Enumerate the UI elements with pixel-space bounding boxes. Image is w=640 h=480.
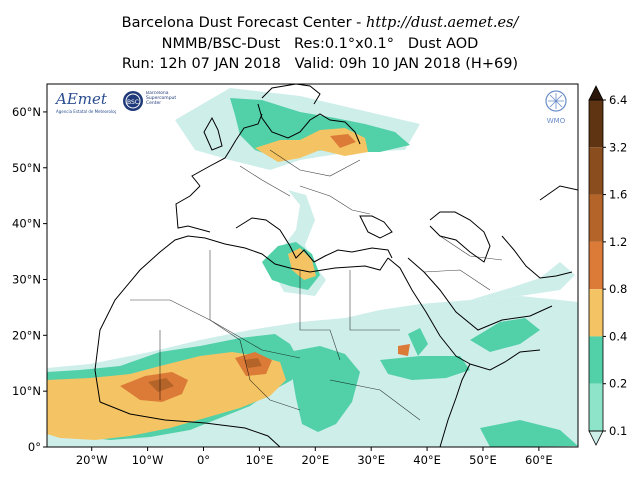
lat-tick-label: 50°N bbox=[12, 161, 41, 175]
lat-tick-label: 30°N bbox=[12, 272, 41, 286]
url-link[interactable]: http://dust.aemet.es/ bbox=[366, 15, 519, 31]
lon-tick-label: 20°W bbox=[76, 453, 108, 467]
title-line-3: Run: 12h 07 JAN 2018 Valid: 09h 10 JAN 2… bbox=[121, 56, 519, 72]
dust-field-very-high bbox=[148, 358, 262, 392]
title-line-2: NMMB/BSC-Dust Res:0.1°x0.1° Dust AOD bbox=[161, 36, 479, 52]
lat-tick-label: 0° bbox=[28, 440, 41, 454]
lon-tick-label: 30°E bbox=[357, 453, 385, 467]
lat-tick-label: 10°N bbox=[12, 384, 41, 398]
colorbar-label: 0.8 bbox=[609, 282, 627, 296]
colorbar-frame bbox=[588, 99, 604, 432]
lon-tick-label: 50°E bbox=[469, 453, 497, 467]
aemet-logo-subtitle: Agencia Estatal de Meteorología bbox=[56, 109, 121, 114]
lon-tick-label: 60°E bbox=[525, 453, 553, 467]
colorbar-segment bbox=[589, 241, 603, 290]
bsc-logo-mark: BSC bbox=[127, 99, 139, 106]
colorbar-segment bbox=[589, 147, 603, 195]
center-name: Barcelona Dust Forecast Center - bbox=[121, 15, 367, 31]
bsc-logo: BSC Barcelona Supercomputing Center bbox=[116, 88, 176, 114]
colorbar-label: 0.4 bbox=[609, 329, 627, 343]
longitude-axis: 20°W 10°W 0° 10°E 20°E 30°E 40°E 50°E 60°E bbox=[76, 447, 553, 467]
lat-tick-label: 20°N bbox=[12, 328, 41, 342]
colorbar-segment bbox=[589, 289, 603, 337]
colorbar-segment bbox=[589, 336, 603, 384]
lat-tick-label: 60°N bbox=[12, 105, 41, 119]
bsc-logo-text: Barcelona Supercomputing Center bbox=[146, 91, 176, 106]
colorbar-segment bbox=[589, 194, 603, 242]
colorbar-extend-min bbox=[588, 430, 604, 446]
colorbar-label: 3.2 bbox=[609, 140, 627, 154]
title-line-1: Barcelona Dust Forecast Center - http://… bbox=[0, 14, 640, 32]
coastlines bbox=[94, 84, 578, 447]
wmo-logo-text: WMO bbox=[547, 117, 566, 125]
lon-tick-label: 10°W bbox=[132, 453, 164, 467]
country-borders bbox=[130, 149, 503, 421]
colorbar-label: 1.6 bbox=[609, 188, 627, 202]
colorbar-label: 0.1 bbox=[609, 424, 627, 438]
latitude-axis: 60°N 50°N 40°N 30°N 20°N 10°N 0° bbox=[12, 105, 47, 454]
colorbar-extend-max bbox=[588, 85, 604, 101]
aemet-logo: AEmet Agencia Estatal de Meteorología bbox=[52, 88, 121, 116]
colorbar-segment bbox=[589, 383, 603, 431]
lon-tick-label: 20°E bbox=[301, 453, 329, 467]
colorbar-label: 6.4 bbox=[609, 93, 627, 107]
lon-tick-label: 40°E bbox=[413, 453, 441, 467]
lat-tick-label: 40°N bbox=[12, 217, 41, 231]
map-area bbox=[47, 84, 578, 447]
lon-tick-label: 10°E bbox=[246, 453, 274, 467]
map-frame bbox=[46, 83, 579, 448]
colorbar: 6.4 3.2 1.6 1.2 0.8 0.4 0.2 0.1 bbox=[588, 85, 627, 446]
aemet-logo-text: AEmet bbox=[54, 90, 108, 108]
wmo-logo: WMO bbox=[545, 90, 567, 125]
colorbar-segment bbox=[589, 100, 603, 148]
colorbar-label: 1.2 bbox=[609, 235, 627, 249]
lon-tick-label: 0° bbox=[197, 453, 210, 467]
colorbar-label: 0.2 bbox=[609, 377, 627, 391]
